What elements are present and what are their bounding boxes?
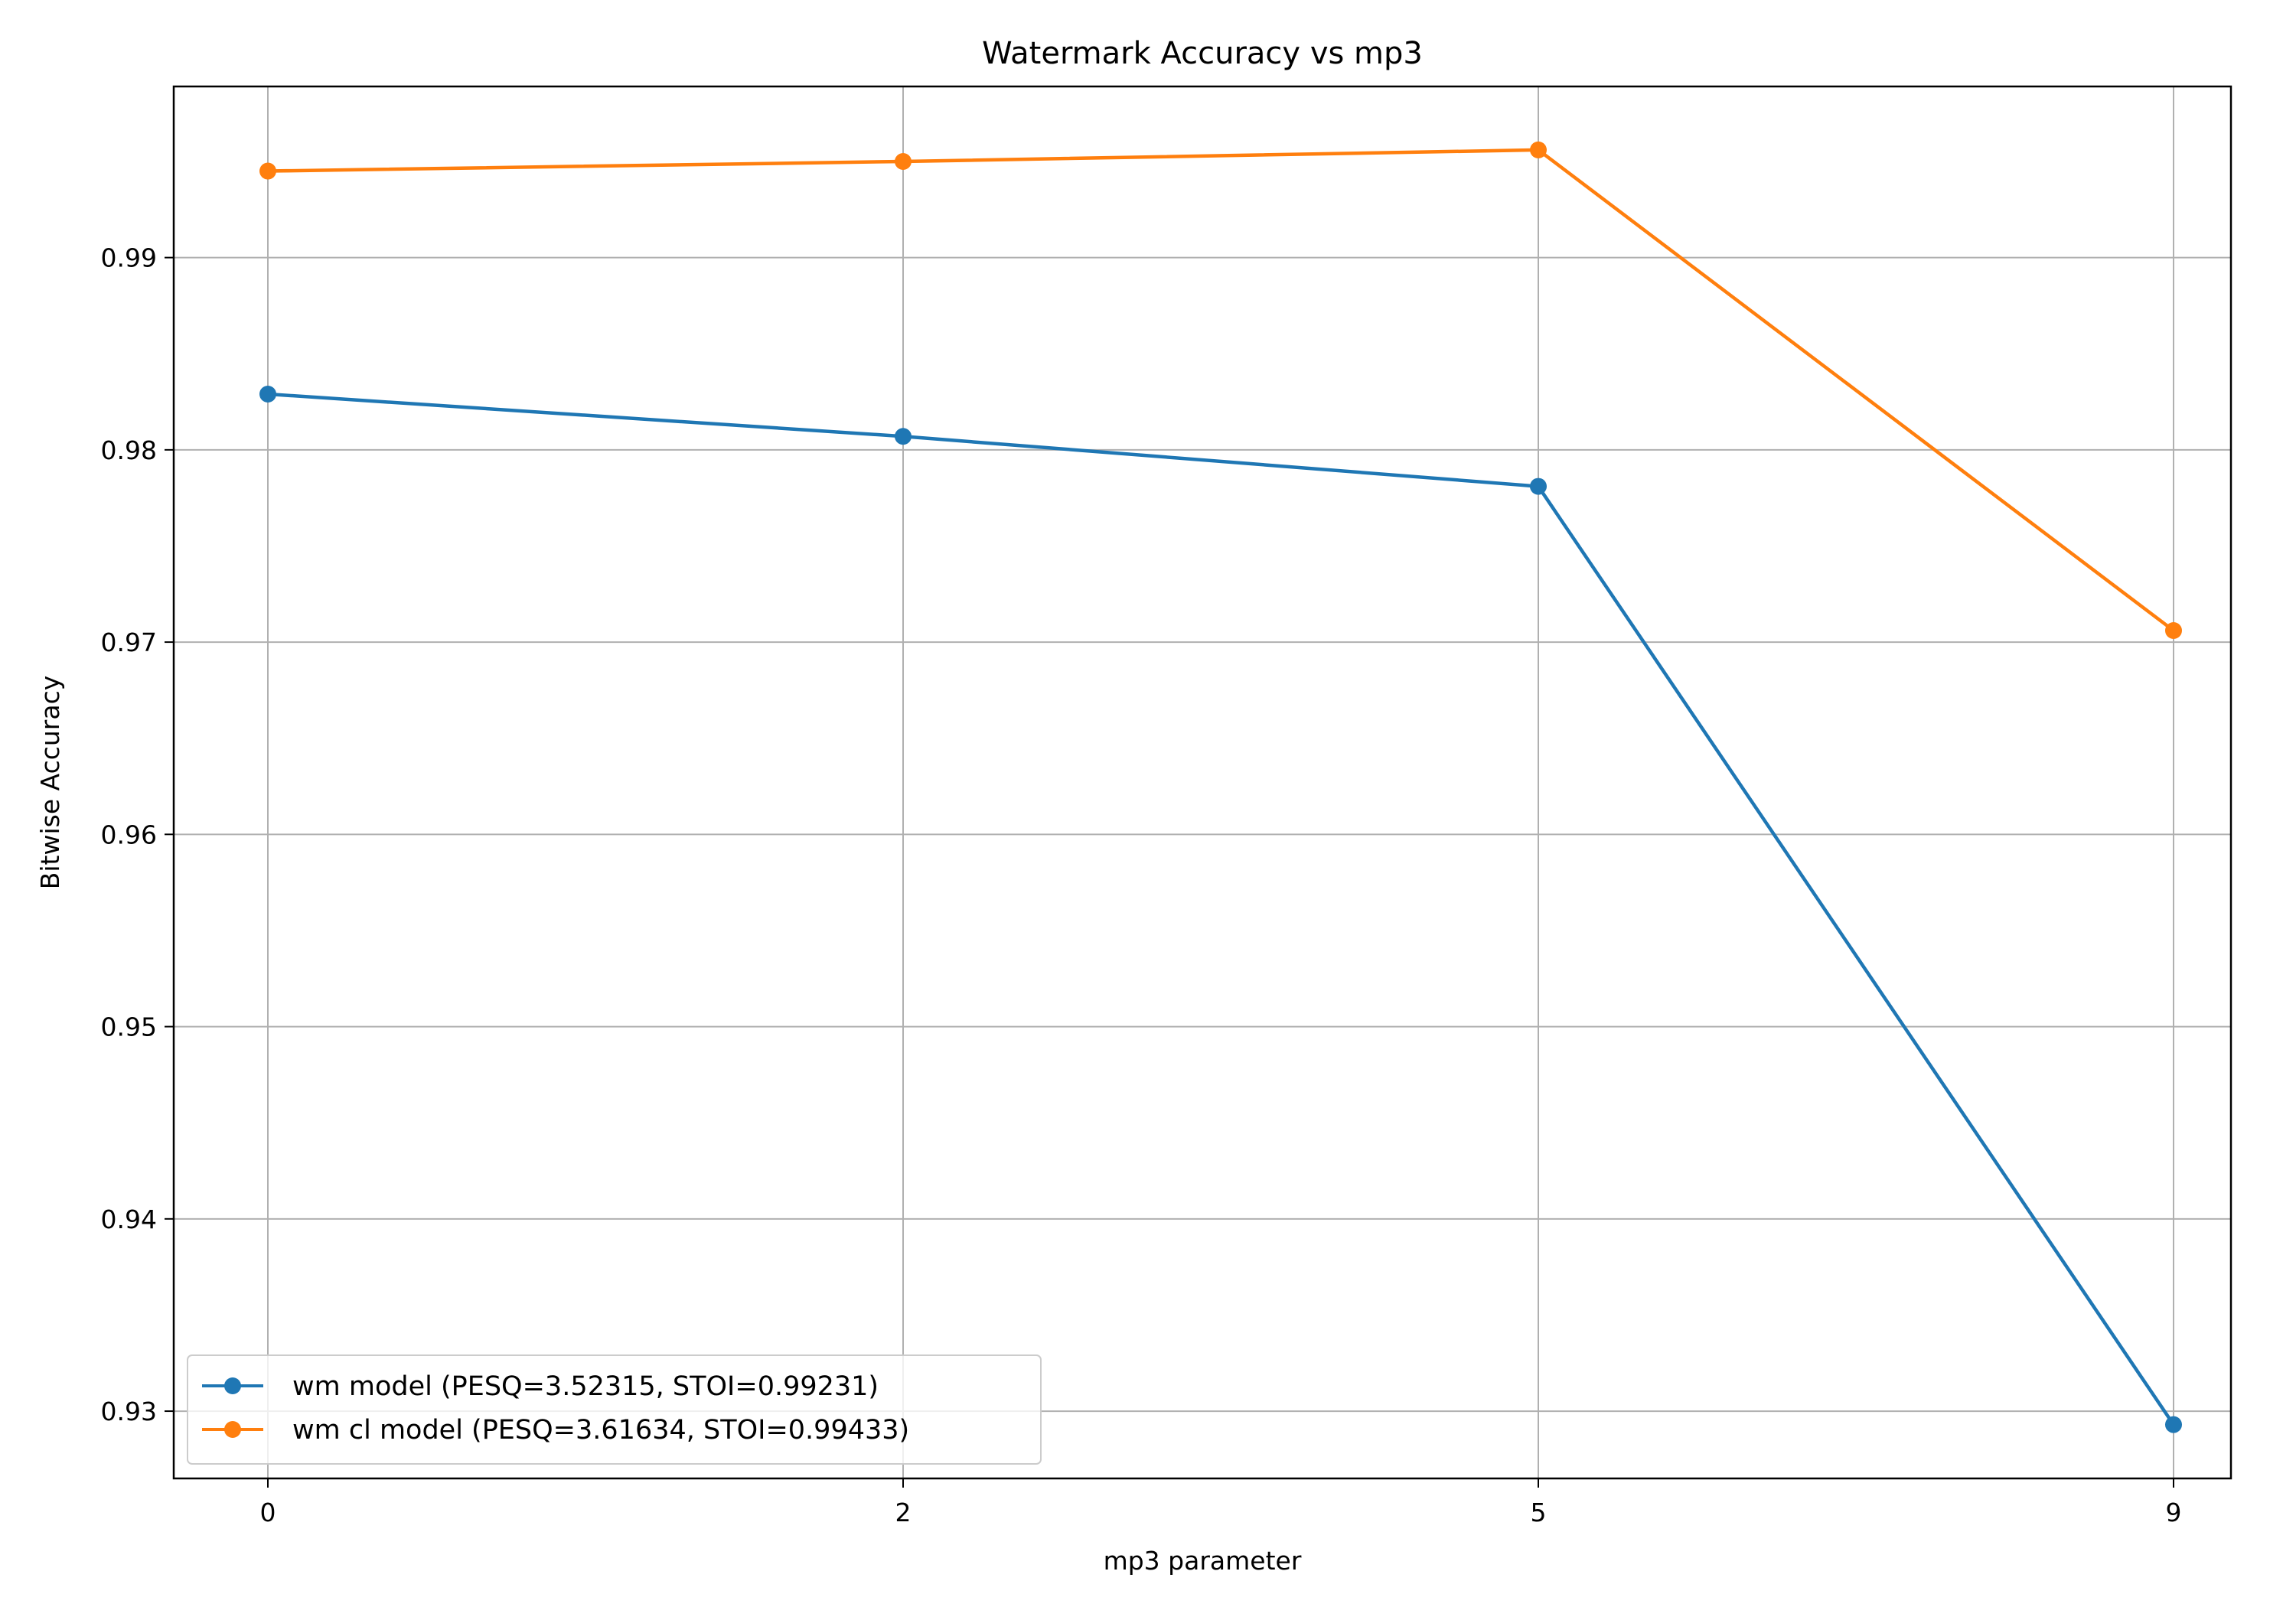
series-layer — [259, 141, 2182, 1433]
x-tick-label: 9 — [2166, 1498, 2182, 1527]
legend-marker-swatch — [224, 1377, 241, 1394]
y-tick-label: 0.95 — [101, 1012, 157, 1042]
y-axis-label: Bitwise Accuracy — [35, 676, 65, 890]
data-point — [259, 385, 276, 403]
series-line — [267, 392, 2175, 1426]
chart-title: Watermark Accuracy vs mp3 — [982, 36, 1423, 71]
data-point — [895, 428, 912, 445]
grid — [174, 86, 2231, 1478]
x-tick-label: 2 — [895, 1498, 912, 1527]
legend-label: wm cl model (PESQ=3.61634, STOI=0.99433) — [292, 1415, 909, 1446]
legend-entry: wm cl model (PESQ=3.61634, STOI=0.99433) — [202, 1415, 909, 1446]
legend-label: wm model (PESQ=3.52315, STOI=0.99231) — [292, 1371, 879, 1402]
y-tick-label: 0.97 — [101, 627, 157, 657]
series-wm-cl-model — [259, 141, 2182, 640]
legend: wm model (PESQ=3.52315, STOI=0.99231) wm… — [187, 1354, 1042, 1465]
x-tick-label: 5 — [1531, 1498, 1547, 1527]
y-tick-label: 0.93 — [101, 1397, 157, 1426]
axis-ticks: 0 2 5 9 0.93 0.94 0.95 0.96 0.97 0.98 0.99 — [101, 243, 2182, 1527]
data-point — [259, 162, 276, 180]
data-point — [895, 152, 912, 170]
y-tick-label: 0.99 — [101, 243, 157, 273]
plot-area-frame — [172, 85, 2232, 1480]
data-point — [2165, 1416, 2182, 1433]
series-wm-model — [259, 385, 2182, 1433]
y-tick-label: 0.94 — [101, 1204, 157, 1234]
data-point — [1530, 141, 1547, 158]
legend-box — [187, 1354, 1042, 1465]
x-axis-label: mp3 parameter — [1104, 1546, 1302, 1576]
y-tick-label: 0.96 — [101, 820, 157, 849]
legend-entry: wm model (PESQ=3.52315, STOI=0.99231) — [202, 1371, 879, 1402]
series-line — [267, 148, 2175, 632]
legend-marker-swatch — [224, 1421, 241, 1438]
x-tick-label: 0 — [260, 1498, 276, 1527]
y-tick-label: 0.98 — [101, 435, 157, 465]
data-point — [1530, 478, 1547, 495]
data-point — [2165, 622, 2182, 640]
